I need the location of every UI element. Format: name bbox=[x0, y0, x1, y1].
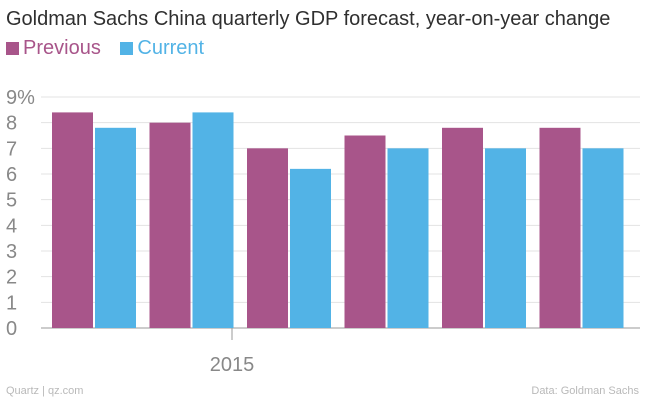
chart-legend: Previous Current bbox=[6, 37, 218, 61]
y-tick-label: 8 bbox=[6, 113, 17, 135]
bar-current-3 bbox=[290, 168, 331, 328]
chart-title: Goldman Sachs China quarterly GDP foreca… bbox=[6, 8, 611, 30]
y-tick-label: 3 bbox=[6, 241, 17, 263]
legend-item-previous: Previous bbox=[6, 37, 101, 60]
bar-previous-1 bbox=[52, 112, 93, 329]
footer-source-right: Data: Goldman Sachs bbox=[531, 385, 639, 397]
bar-current-6 bbox=[582, 148, 624, 328]
y-tick-label: 7 bbox=[6, 138, 17, 160]
bar-previous-2 bbox=[149, 122, 191, 329]
bar-current-5 bbox=[485, 148, 526, 328]
y-tick-label: 2 bbox=[6, 267, 17, 289]
legend-label-previous: Previous bbox=[23, 37, 101, 59]
bar-current-1 bbox=[95, 127, 136, 328]
x-axis-label: 2015 bbox=[210, 354, 255, 376]
y-tick-label: 1 bbox=[6, 292, 17, 314]
y-tick-label: 9% bbox=[6, 87, 35, 109]
bar-previous-5 bbox=[442, 127, 483, 328]
legend-swatch-current bbox=[120, 42, 134, 55]
y-tick-label: 6 bbox=[6, 164, 17, 186]
bar-previous-3 bbox=[247, 148, 288, 328]
bar-previous-6 bbox=[539, 127, 581, 328]
y-tick-label: 5 bbox=[6, 190, 17, 212]
y-tick-label: 4 bbox=[6, 215, 17, 237]
legend-item-current: Current bbox=[120, 37, 204, 60]
bar-previous-4 bbox=[344, 135, 386, 328]
bar-current-4 bbox=[387, 148, 429, 328]
y-tick-label: 0 bbox=[6, 318, 17, 340]
footer-source-left: Quartz | qz.com bbox=[6, 385, 84, 397]
legend-swatch-previous bbox=[6, 42, 19, 55]
bar-current-2 bbox=[192, 112, 234, 329]
legend-label-current: Current bbox=[137, 37, 205, 59]
